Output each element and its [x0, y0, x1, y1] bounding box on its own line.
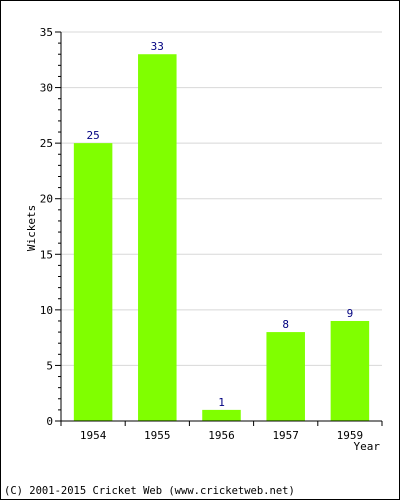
- labels: 0 5 10 15 20 25 30 35 25 1954 33 1955 1 1956 8 1957 9 195…: [40, 26, 363, 442]
- gridlines: [61, 31, 382, 366]
- bar: [330, 320, 370, 421]
- bar: [138, 54, 177, 421]
- bar: [73, 143, 113, 421]
- bar-value-label: 8: [282, 318, 289, 331]
- y-tick-label: 25: [40, 137, 53, 150]
- x-tick-label: 1956: [208, 429, 235, 442]
- bar: [266, 332, 305, 421]
- bar-value-label: 33: [151, 40, 164, 53]
- bar-chart: 0 5 10 15 20 25 30 35 25 1954 33 1955 1 1956 8 1957 9 195…: [25, 26, 383, 453]
- bar: [202, 409, 241, 421]
- axes: [55, 31, 383, 426]
- x-tick-label: 1954: [80, 429, 107, 442]
- bar-value-label: 25: [86, 129, 99, 142]
- y-tick-label: 0: [46, 415, 53, 428]
- bar-value-label: 1: [218, 396, 225, 409]
- bar-value-label: 9: [347, 307, 354, 320]
- copyright-text: (C) 2001-2015 Cricket Web (www.cricketwe…: [4, 485, 295, 497]
- y-tick-label: 15: [40, 248, 53, 261]
- y-tick-label: 30: [40, 82, 53, 95]
- bars: [73, 54, 370, 421]
- x-tick-label: 1959: [337, 429, 364, 442]
- y-axis-title: Wickets: [25, 205, 38, 251]
- y-tick-label: 20: [40, 193, 53, 206]
- y-tick-label: 35: [40, 26, 53, 39]
- y-tick-label: 10: [40, 304, 53, 317]
- y-tick-label: 5: [46, 359, 53, 372]
- x-axis-title: Year: [354, 440, 381, 453]
- x-tick-label: 1957: [272, 429, 299, 442]
- x-tick-label: 1955: [144, 429, 171, 442]
